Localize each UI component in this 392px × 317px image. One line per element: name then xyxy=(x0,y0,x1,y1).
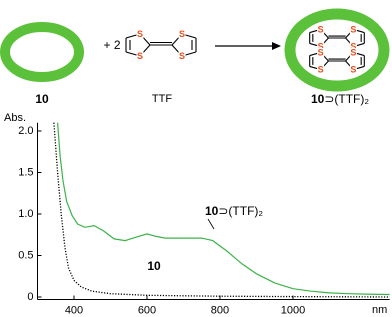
y-tick-label: 2.0 xyxy=(18,125,33,137)
arrow-head xyxy=(272,42,281,50)
y-tick-label: 0.5 xyxy=(18,249,33,261)
atom-bg xyxy=(317,42,325,52)
atom-bg xyxy=(317,65,325,75)
atom-label: S xyxy=(137,51,143,61)
atom-bg xyxy=(136,51,144,61)
host-ring xyxy=(0,22,84,82)
complex-host: 10 xyxy=(311,92,325,106)
y-tick-label: 0 xyxy=(27,291,33,303)
atom-label: S xyxy=(350,24,356,34)
x-tick-label: 800 xyxy=(211,304,229,316)
atom-label: S xyxy=(179,51,185,61)
atom-label: S xyxy=(350,64,356,74)
ttf-molecule: S S S S xyxy=(125,29,197,61)
atom-label: S xyxy=(137,29,143,39)
series-label: 10⊃(TTF)₂ xyxy=(205,204,263,218)
guest-label: TTF xyxy=(152,93,172,105)
atom-label: S xyxy=(179,29,185,39)
host-label: 10 xyxy=(35,92,49,106)
complex-ring xyxy=(284,8,390,92)
x-tick-label: 600 xyxy=(138,304,156,316)
series-label-host: 10 xyxy=(205,204,219,218)
atom-label: S xyxy=(318,41,324,51)
atom-label: S xyxy=(318,47,324,57)
atom-bg xyxy=(349,65,357,75)
x-axis-label: nm xyxy=(372,304,387,316)
atom-label: S xyxy=(350,47,356,57)
atom-label: S xyxy=(350,41,356,51)
atom-bg xyxy=(178,51,186,61)
series-label-host: 10 xyxy=(147,259,161,273)
atom-label: S xyxy=(318,24,324,34)
atom-bg xyxy=(349,42,357,52)
series-line xyxy=(57,122,390,296)
series-label-rest: ⊃(TTF)₂ xyxy=(218,204,263,218)
plus-label: + 2 xyxy=(103,38,120,52)
complex-label: 10⊃(TTF)₂ xyxy=(311,92,369,106)
atom-bg xyxy=(349,47,357,57)
y-tick-label: 1.0 xyxy=(18,208,33,220)
y-axis-label: Abs. xyxy=(4,112,26,124)
x-tick-label: 1000 xyxy=(281,304,305,316)
x-tick-label: 400 xyxy=(65,304,83,316)
atom-bg xyxy=(349,24,357,34)
atom-bg xyxy=(136,29,144,39)
atom-bg xyxy=(317,24,325,34)
series-line xyxy=(53,122,390,298)
series-label: 10 xyxy=(147,259,161,273)
atom-bg xyxy=(317,47,325,57)
y-tick-label: 1.5 xyxy=(18,166,33,178)
atom-label: S xyxy=(318,64,324,74)
complex-rest: ⊃(TTF)₂ xyxy=(324,92,369,106)
atom-bg xyxy=(178,29,186,39)
label-leader xyxy=(207,218,215,230)
